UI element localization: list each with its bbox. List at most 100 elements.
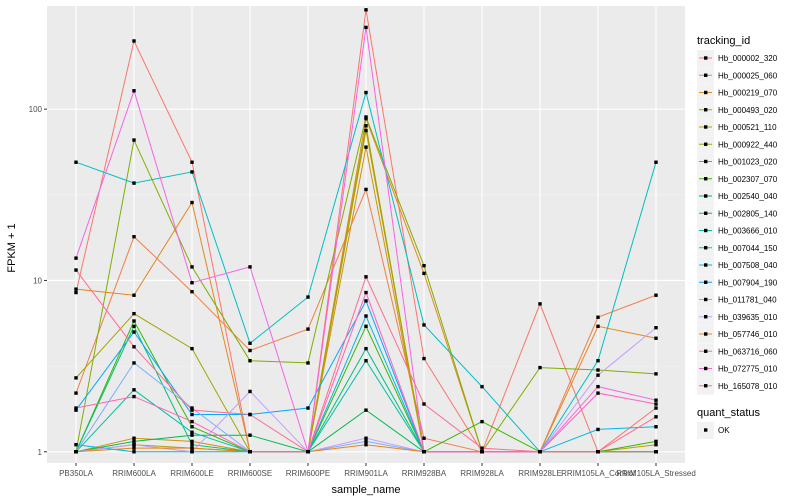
data-point: [654, 372, 658, 376]
legend-item: Hb_003666_010: [697, 222, 778, 240]
shape-legend-items: OK: [697, 422, 730, 439]
legend-point: [704, 73, 708, 77]
data-point: [132, 446, 136, 450]
data-point: [364, 324, 368, 329]
data-point: [654, 450, 658, 454]
legend-point: [704, 315, 708, 319]
data-point: [364, 187, 368, 192]
data-point: [74, 391, 78, 395]
data-point: [422, 450, 426, 454]
data-point: [190, 281, 194, 285]
data-point: [306, 295, 310, 299]
data-point: [248, 341, 252, 345]
legend-label: Hb_165078_010: [718, 382, 778, 391]
x-tick-label: RRIM105LA_Stressed: [616, 469, 696, 478]
legend-label: Hb_000922_440: [718, 140, 778, 149]
data-point: [132, 293, 136, 297]
legend-item: Hb_007904_190: [697, 274, 778, 292]
legend-item: Hb_072775_010: [697, 360, 778, 378]
data-point: [190, 200, 194, 205]
x-tick-label: RRIM105LA_Control: [561, 469, 635, 478]
data-point: [248, 389, 252, 394]
data-point: [190, 265, 194, 269]
x-tick-label: RRIM600LE: [170, 469, 214, 478]
legend-item: Hb_007044_150: [697, 239, 778, 257]
data-point: [364, 90, 368, 95]
legend-label: Hb_000025_060: [718, 71, 778, 80]
data-point: [132, 394, 136, 399]
legend-title: tracking_id: [697, 35, 750, 47]
data-point: [364, 408, 368, 412]
data-point: [74, 256, 78, 260]
legend-point: [704, 125, 708, 129]
legend-label: Hb_011781_040: [718, 296, 777, 305]
legend-label: Hb_072775_010: [718, 365, 778, 374]
legend-item: Hb_000219_070: [697, 84, 778, 102]
legend-point: [704, 194, 708, 198]
legend-point: [704, 366, 708, 371]
data-point: [248, 433, 252, 437]
data-point: [538, 450, 542, 454]
data-point: [596, 324, 600, 329]
data-point: [74, 408, 78, 412]
data-point: [364, 299, 368, 303]
data-point: [190, 346, 194, 351]
legend-item: Hb_000521_110: [697, 119, 777, 136]
x-axis: PB350LA RRIM600LA RRIM600LE RRIM600SE RRIM60…: [59, 463, 696, 478]
legend-item: Hb_000922_440: [697, 136, 778, 154]
data-point: [654, 402, 658, 406]
data-point: [132, 439, 136, 444]
data-point: [190, 433, 194, 437]
legend-item: Hb_000002_320: [697, 50, 778, 67]
data-point: [190, 419, 194, 424]
data-point: [364, 442, 368, 447]
data-point: [74, 287, 78, 291]
data-point: [596, 368, 600, 372]
data-point: [74, 442, 78, 447]
data-point: [364, 115, 368, 119]
data-point: [74, 268, 78, 272]
y-axis: 1 10 100: [29, 105, 47, 457]
legend-item: Hb_063716_060: [697, 343, 778, 361]
data-point: [364, 128, 368, 133]
data-point: [654, 336, 658, 340]
legend-label: Hb_057746_010: [718, 330, 778, 339]
legend-item: Hb_001023_020: [697, 153, 778, 171]
x-tick-label: RRIM600PE: [286, 469, 330, 478]
data-point: [654, 415, 658, 419]
data-point: [132, 388, 136, 392]
data-point: [596, 450, 600, 454]
data-point: [74, 450, 78, 454]
data-point: [538, 302, 542, 306]
x-tick-label: RRIM600SE: [228, 469, 272, 478]
data-point: [132, 311, 136, 316]
x-tick-label: RRIM928LE: [518, 469, 562, 478]
data-point: [654, 406, 658, 410]
data-point: [190, 412, 194, 417]
data-point: [132, 442, 136, 447]
data-point: [364, 25, 368, 30]
legend-label: Hb_007904_190: [718, 278, 778, 287]
data-point: [74, 160, 78, 164]
data-point: [364, 439, 368, 444]
data-point: [306, 406, 310, 410]
legend-point: [704, 159, 708, 164]
data-point: [654, 325, 658, 330]
shape-legend-title: quant_status: [697, 407, 760, 419]
data-point: [596, 427, 600, 432]
legend-point: [704, 246, 708, 250]
legend-point: [704, 211, 708, 215]
major-gridlines: [47, 6, 685, 463]
data-point: [596, 359, 600, 363]
legend: tracking_id Hb_000002_320 Hb_000025_060 Hb…: [697, 35, 778, 439]
legend-item: Hb_002805_140: [697, 205, 778, 223]
data-point: [248, 359, 252, 363]
legend-point: [704, 384, 708, 388]
data-point: [422, 271, 426, 276]
data-point: [132, 89, 136, 93]
data-point: [364, 290, 368, 295]
legend-label: Hb_007508_040: [718, 261, 778, 270]
legend-point: [704, 349, 708, 353]
legend-point: [704, 177, 708, 181]
data-point: [654, 439, 658, 444]
